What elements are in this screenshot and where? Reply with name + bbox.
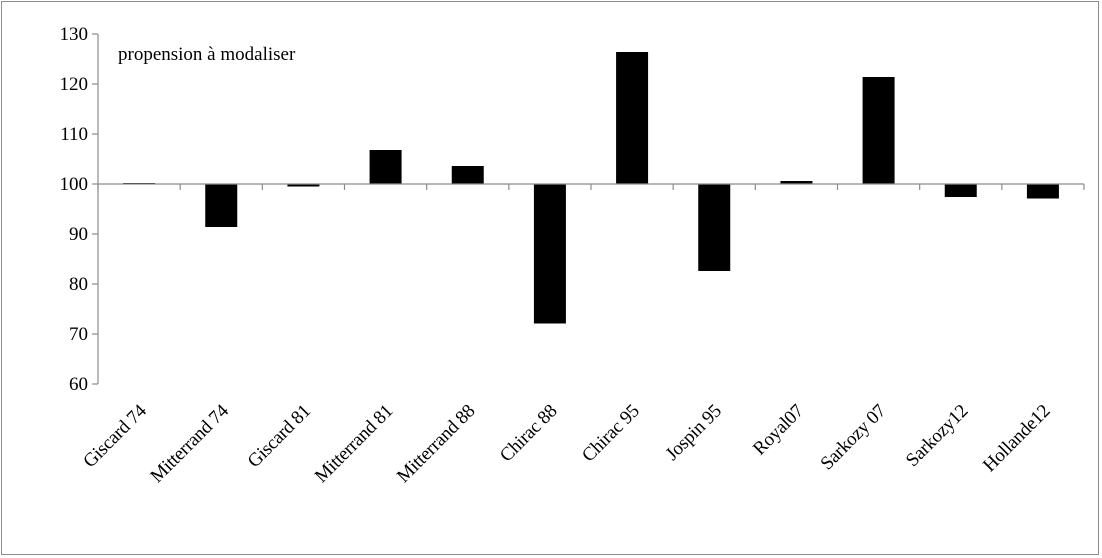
- y-tick-label: 130: [60, 24, 89, 45]
- x-axis: [97, 183, 1085, 190]
- bar: [533, 184, 566, 324]
- bar: [944, 184, 977, 197]
- bars: [123, 52, 1059, 324]
- bar: [451, 166, 484, 184]
- bar: [1026, 184, 1059, 199]
- x-category-label: Mitterrand 74: [146, 400, 233, 487]
- bar: [698, 184, 731, 271]
- x-category-label: Royal07: [749, 401, 808, 460]
- x-category-label: Jospin 95: [662, 401, 726, 465]
- y-tick-label: 60: [69, 374, 88, 395]
- y-tick-label: 100: [60, 174, 89, 195]
- x-category-label: Mitterrand 88: [393, 401, 479, 487]
- x-category-label: Chirac 95: [578, 401, 644, 467]
- x-category-label: Giscard 74: [79, 400, 151, 472]
- y-tick-label: 70: [69, 324, 88, 345]
- chart-annotation: propension à modaliser: [118, 44, 296, 65]
- x-category-label: Hollande12: [979, 401, 1054, 476]
- x-category-label: Sarkozy12: [902, 401, 972, 471]
- y-axis: 60 70 80 90 100 110 120 130: [60, 24, 99, 395]
- bar: [616, 52, 649, 184]
- bar: [205, 184, 238, 227]
- x-category-label: Chirac 88: [496, 401, 562, 467]
- bar: [862, 77, 895, 184]
- bar: [780, 181, 813, 184]
- x-category-label: Giscard 81: [244, 401, 315, 472]
- y-tick-label: 110: [60, 124, 88, 145]
- x-category-label: Sarkozy 07: [817, 401, 891, 475]
- y-tick-label: 80: [69, 274, 88, 295]
- y-tick-label: 90: [69, 224, 88, 245]
- x-category-label: Mitterrand 81: [311, 401, 397, 487]
- bar: [287, 184, 320, 187]
- y-tick-label: 120: [60, 74, 89, 95]
- bar: [369, 150, 402, 184]
